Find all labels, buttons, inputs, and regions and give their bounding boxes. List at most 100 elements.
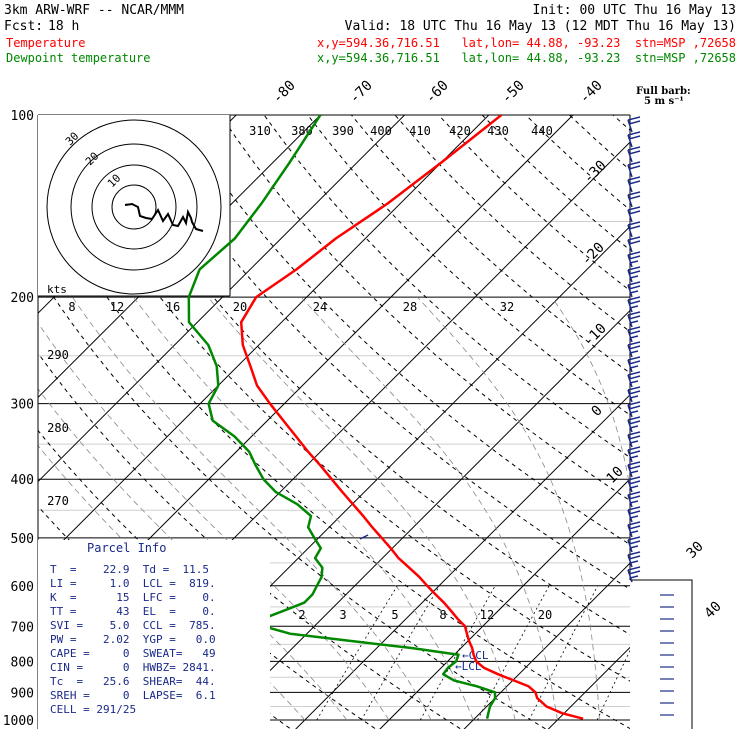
mixing-ratio-label: 20: [538, 608, 552, 622]
dry-adiabat-350: [220, 115, 630, 502]
wind-barb: [627, 461, 641, 478]
dry-adiabat-450: [657, 115, 740, 733]
moist-adiabat-0: [38, 322, 390, 721]
isotherm--20: [210, 309, 630, 729]
isotherm--60: [38, 115, 490, 567]
isotherm-label: 40: [702, 599, 725, 622]
wind-barb: [627, 206, 641, 223]
wind-barb: [627, 266, 641, 283]
parcel-info-row: CELL = 291/25: [50, 703, 136, 716]
mixing-ratio-5: [419, 585, 496, 721]
wind-barb: [627, 116, 641, 133]
dry-adiabat-370: [307, 115, 630, 416]
temperature-trace: [239, 115, 584, 720]
isotherm-40: [713, 87, 740, 733]
pressure-label-900: 900: [11, 686, 34, 701]
wind-barb: [627, 431, 641, 448]
parcel-info-rows: T = 22.9 Td = 11.5 LI = 1.0 LCL = 819. K =…: [50, 563, 216, 716]
isotherm-label: 0: [589, 403, 606, 420]
parcel-info-panel: Parcel Info T = 22.9 Td = 11.5 LI = 1.0 L…: [38, 540, 270, 729]
hodograph-ring-30: [46, 119, 222, 295]
parcel-info-row: CAPE = 0 SWEAT= 49: [50, 647, 216, 660]
isotherm-20: [547, 646, 630, 729]
moist-adiabat-15: [207, 296, 516, 721]
theta-label-top: 400: [370, 124, 392, 138]
isotherm-label: -70: [347, 78, 376, 107]
hodograph-ring-10: [91, 164, 177, 250]
parcel-info-row: K = 15 LFC = 0.: [50, 591, 216, 604]
parcel-info-row: SVI = 5.0 CCL = 785.: [50, 619, 216, 632]
pressure-label-200: 200: [11, 291, 34, 306]
hodograph-ring-20: [70, 143, 198, 271]
sounding-traces: [187, 115, 584, 720]
dry-adiabat-320: [89, 115, 630, 636]
isotherm-30: [629, 87, 740, 733]
hodograph-ring-inner: [111, 184, 157, 230]
dry-adiabat-390: [394, 115, 630, 333]
isotherm-label: -60: [423, 78, 452, 107]
isotherm--80: [38, 115, 322, 399]
isotherm-label: -50: [499, 78, 528, 107]
lcl-marker: ←LCL: [455, 660, 482, 673]
pressure-label-1000: 1000: [3, 714, 34, 729]
dewpoint-trace: [187, 115, 497, 719]
dry-adiabat-380: [351, 115, 630, 374]
dry-adiabat-310: [45, 115, 630, 682]
mixing-ratio-20: [596, 649, 630, 721]
wind-barb: [627, 236, 641, 253]
mixing-ratio-8: [477, 585, 550, 721]
wind-barb: [627, 176, 641, 193]
wind-barb: [627, 311, 641, 328]
dry-adiabat-400: [438, 115, 630, 292]
wind-barb: [627, 551, 641, 568]
wind-barb: [627, 281, 641, 298]
dry-adiabat-430: [569, 115, 630, 171]
mixing-ratio-label: 2: [298, 608, 305, 622]
hodograph-speed-label: 16: [166, 300, 180, 314]
forecast-label: Fcst:: [4, 19, 43, 34]
mixing-ratio-2: [316, 585, 398, 721]
theta-label-left: 290: [47, 348, 69, 362]
wind-barb: [627, 371, 641, 388]
wind-barb: [627, 341, 641, 358]
dry-adiabat-270: [38, 429, 377, 729]
mixing-ratio-label: 3: [339, 608, 346, 622]
legend-temperature-info: x,y=594.36,716.51 lat,lon= 44.88, -93.23…: [317, 36, 736, 50]
ccl-marker: ←CCL: [462, 649, 489, 662]
theta-label-top: 310: [249, 124, 271, 138]
moist-adiabat-25: [417, 296, 600, 721]
mixing-ratio-3: [360, 585, 440, 721]
wind-barb: [627, 566, 641, 583]
wind-barb: [627, 416, 641, 433]
wind-barb: [627, 221, 641, 238]
isotherm--10: [295, 394, 630, 729]
pressure-label-500: 500: [11, 532, 34, 547]
moist-adiabat-5: [72, 296, 432, 721]
parcel-info-title: Parcel Info: [87, 541, 166, 555]
dry-adiabat-290: [38, 272, 547, 729]
hodograph-speed-label: 32: [500, 300, 514, 314]
wind-barb: [627, 401, 641, 418]
hodograph-speed-label: 8: [68, 300, 75, 314]
moist-adiabat-30: [551, 296, 630, 491]
valid-time: Valid: 18 UTC Thu 16 May 13 (12 MDT Thu …: [345, 19, 736, 34]
wind-barbs: [627, 116, 674, 716]
parcel-info-row: T = 22.9 Td = 11.5: [50, 563, 209, 576]
isotherm-0: [379, 478, 630, 729]
pressure-label-100: 100: [11, 109, 34, 124]
barb-legend-line2: 5 m s⁻¹: [644, 96, 684, 107]
hodograph-speed-label: 12: [110, 300, 124, 314]
dry-adiabat-420: [525, 115, 630, 211]
theta-label-top: 420: [449, 124, 471, 138]
wind-barb: [627, 386, 641, 403]
barb-legend-line1: Full barb:: [636, 86, 691, 97]
pressure-label-300: 300: [11, 398, 34, 413]
wind-barb: [627, 191, 641, 208]
wind-barb: [627, 536, 641, 553]
isotherm-label: -40: [577, 78, 606, 107]
hodograph-trace: [124, 202, 204, 232]
isotherm-label: -80: [270, 78, 299, 107]
hodograph-speed-label: 24: [313, 300, 327, 314]
wind-barb: [627, 506, 641, 523]
